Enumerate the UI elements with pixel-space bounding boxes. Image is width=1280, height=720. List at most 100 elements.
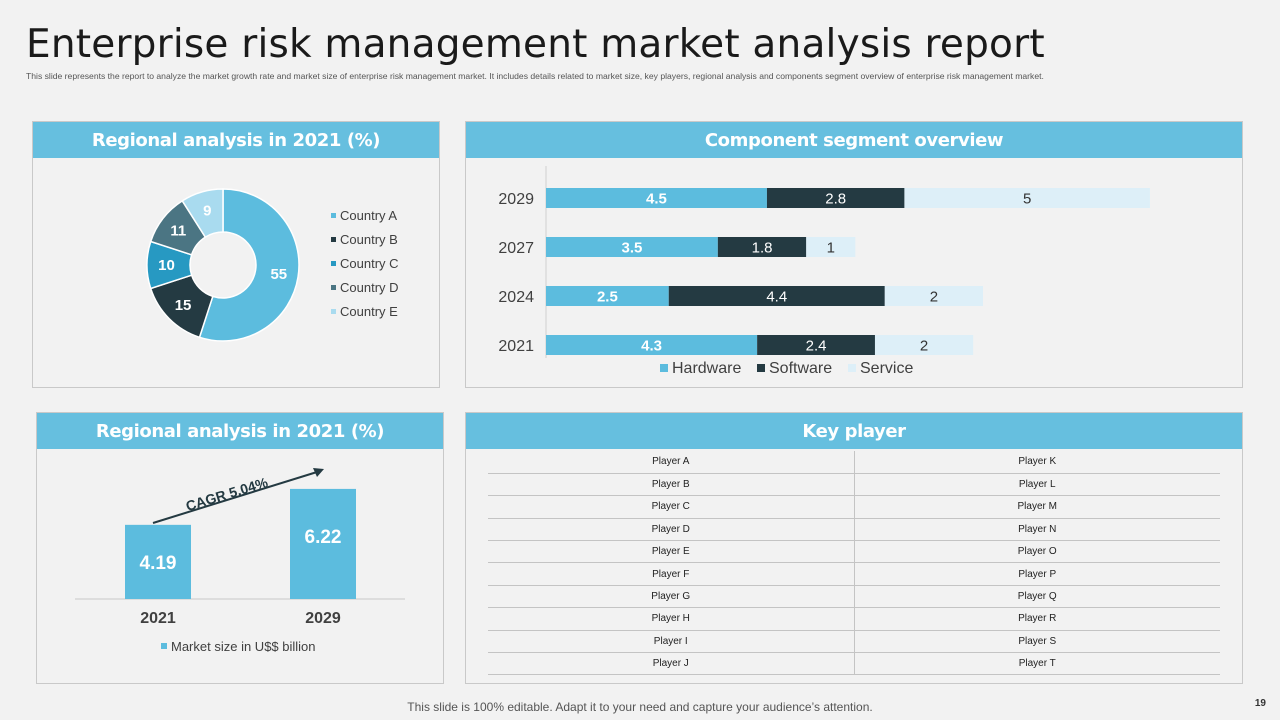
stacked-bar-segment: [806, 237, 856, 257]
table-cell: Player J: [488, 652, 855, 676]
legend-swatch: [161, 643, 167, 649]
stacked-bar-segment: [668, 286, 885, 306]
cagr-annotation: CAGR 5.04%: [184, 474, 270, 514]
bar-data-label: 4.3: [641, 338, 662, 355]
bar-data-label: 2.8: [825, 191, 846, 208]
table-row: Player I Player S: [488, 630, 1220, 654]
table-row: Player G Player Q: [488, 585, 1220, 609]
legend-label: Country D: [340, 280, 399, 295]
table-cell: Player R: [854, 607, 1220, 631]
legend-swatch: [660, 364, 668, 372]
market-bar: [125, 524, 191, 599]
y-tick-label: 2029: [498, 191, 534, 208]
legend-label: Hardware: [672, 360, 741, 377]
legend-label: Service: [860, 360, 913, 377]
stacked-bar-segment: [546, 188, 767, 208]
stacked-bar-segment: [884, 286, 983, 306]
table-cell: Player K: [854, 451, 1220, 474]
page-title: Enterprise risk management market analys…: [26, 22, 1045, 67]
market-size-header: Regional analysis in 2021 (%): [37, 413, 443, 449]
table-cell: Player O: [854, 540, 1220, 564]
legend-label: Country B: [340, 232, 398, 247]
x-tick-label: 2029: [305, 610, 341, 627]
table-cell: Player T: [854, 652, 1220, 676]
table-row: Player B Player L: [488, 473, 1220, 497]
footer-note: This slide is 100% editable. Adapt it to…: [407, 700, 873, 714]
table-cell: Player S: [854, 630, 1220, 654]
market-bar: [290, 488, 356, 599]
stacked-bar-segment: [717, 237, 807, 257]
donut-data-label: 9: [203, 203, 211, 220]
donut-data-label: 10: [158, 257, 175, 274]
legend-swatch: [757, 364, 765, 372]
regional-donut-header: Regional analysis in 2021 (%): [33, 122, 439, 158]
bar-data-label: 2: [920, 338, 928, 355]
bar-data-label: 2.4: [806, 338, 827, 355]
table-row: Player E Player O: [488, 540, 1220, 564]
legend-label: Market size in U$$ billion: [171, 639, 316, 654]
y-tick-label: 2021: [498, 338, 534, 355]
stacked-bar-segment: [904, 188, 1150, 208]
stacked-bar-segment: [757, 335, 875, 355]
table-row: Player C Player M: [488, 495, 1220, 519]
table-row: Player J Player T: [488, 652, 1220, 676]
market-size-panel: Regional analysis in 2021 (%) 4.19 2021 6.…: [36, 412, 444, 684]
bar-data-label: 2.5: [597, 289, 618, 306]
bar-data-label: 5: [1023, 191, 1031, 208]
table-cell: Player B: [488, 473, 855, 497]
donut-chart: 55 15 10 11 9 Country A Country B Country C Coun…: [146, 188, 399, 342]
table-cell: Player M: [854, 495, 1220, 519]
legend-swatch: [848, 364, 856, 372]
cagr-arrow-head: [313, 468, 324, 477]
component-header: Component segment overview: [466, 122, 1242, 158]
stacked-bar-segment: [874, 335, 974, 355]
table-cell: Player F: [488, 562, 855, 586]
legend-label: Country C: [340, 256, 399, 271]
legend-swatch: [331, 261, 336, 266]
legend-swatch: [331, 285, 336, 290]
stacked-bar-segment: [546, 237, 718, 257]
key-player-table: Player A Player K Player B Player L Player C…: [488, 451, 1220, 676]
legend-swatch: [331, 237, 336, 242]
bar-data-label: 4.4: [766, 289, 787, 306]
table-cell: Player E: [488, 540, 855, 564]
stacked-bar-segment: [546, 335, 758, 355]
table-cell: Player D: [488, 518, 855, 542]
table-cell: Player C: [488, 495, 855, 519]
table-cell: Player P: [854, 562, 1220, 586]
table-cell: Player L: [854, 473, 1220, 497]
legend-label: Software: [769, 360, 832, 377]
legend-swatch: [331, 213, 336, 218]
component-panel: Component segment overview 2029 4.5 2.8 5 20…: [465, 121, 1243, 388]
market-size-bar-chart: 4.19 2021 6.22 2029 CAGR 5.04% Market size in…: [75, 468, 405, 654]
legend-label: Country E: [340, 304, 398, 319]
bar-data-label: 1: [827, 240, 835, 257]
donut-slice: [181, 188, 224, 239]
page-subtitle: This slide represents the report to anal…: [26, 71, 1044, 81]
legend-label: Country A: [340, 208, 397, 223]
key-player-header: Key player: [466, 413, 1242, 449]
bar-data-label: 4.19: [140, 553, 177, 574]
bar-data-label: 1.8: [752, 240, 773, 257]
stacked-bar-chart: 2029 4.5 2.8 5 2027 3.5 1.8 1 2024 2.5 4.4 2 2021 4.3…: [498, 166, 1150, 377]
key-player-panel: Key player Player A Player K Player B Playe…: [465, 412, 1243, 684]
table-cell: Player G: [488, 585, 855, 609]
donut-data-label: 11: [170, 222, 186, 239]
y-tick-label: 2027: [498, 240, 534, 257]
y-tick-label: 2024: [498, 289, 534, 306]
table-row: Player F Player P: [488, 562, 1220, 586]
bar-data-label: 2: [930, 289, 938, 306]
stacked-bar-segment: [546, 286, 669, 306]
table-cell: Player I: [488, 630, 855, 654]
donut-data-label: 55: [270, 266, 287, 283]
table-cell: Player H: [488, 607, 855, 631]
regional-donut-panel: Regional analysis in 2021 (%) 55 15 10 11 9 C…: [32, 121, 440, 388]
x-tick-label: 2021: [140, 610, 176, 627]
table-cell: Player Q: [854, 585, 1220, 609]
bar-data-label: 3.5: [621, 240, 642, 257]
table-row: Player H Player R: [488, 607, 1220, 631]
legend-swatch: [331, 309, 336, 314]
bar-data-label: 4.5: [646, 191, 667, 208]
stacked-bar-segment: [766, 188, 905, 208]
page-number: 19: [1254, 698, 1266, 709]
